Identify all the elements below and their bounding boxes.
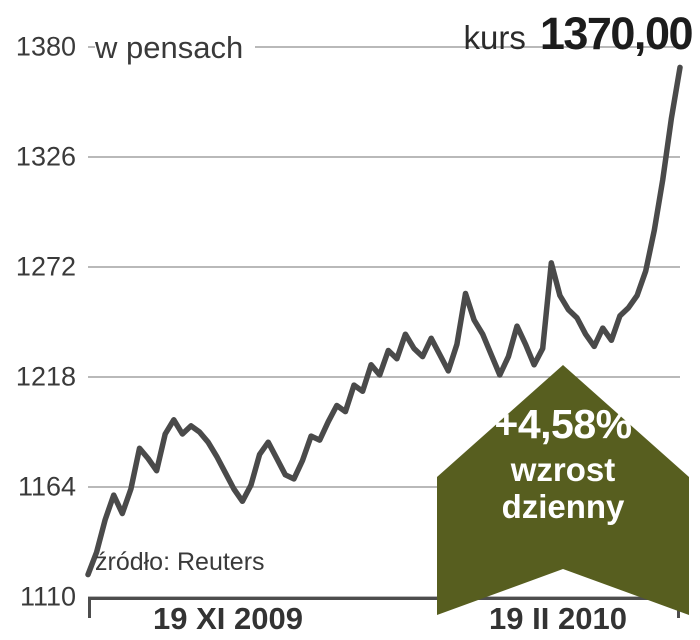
daily-change-percent: +4,58% — [494, 401, 632, 447]
y-axis-label: 1380 — [15, 31, 76, 62]
price-header: kurs 1370,00 — [463, 8, 694, 60]
badge-word-dzienny: dzienny — [501, 488, 625, 525]
y-axis-label: 1326 — [15, 141, 76, 172]
x-tick-label-start: 19 XI 2009 — [153, 601, 303, 636]
badge-text: +4,58% wzrost dzienny — [437, 365, 689, 615]
increase-arrow-badge: +4,58% wzrost dzienny — [437, 365, 689, 615]
kurs-value: 1370,00 — [539, 8, 694, 59]
unit-label: w pensach — [95, 30, 256, 68]
price-line — [85, 64, 683, 578]
kurs-label: kurs — [463, 19, 526, 56]
x-tick-label-end: 19 II 2010 — [489, 601, 627, 636]
y-axis-label: 1218 — [15, 361, 76, 392]
y-axis-label: 1272 — [15, 251, 76, 282]
y-axis: 1380 1326 1272 1218 1164 1110 — [0, 0, 82, 640]
badge-word-wzrost: wzrost — [510, 451, 616, 488]
y-axis-label: 1164 — [17, 471, 76, 502]
source-label: źródło: Reuters — [95, 548, 265, 576]
up-arrow-icon — [437, 365, 689, 615]
x-axis: 19 XI 2009 19 II 2010 — [88, 597, 680, 636]
y-axis-label: 1110 — [19, 581, 76, 612]
